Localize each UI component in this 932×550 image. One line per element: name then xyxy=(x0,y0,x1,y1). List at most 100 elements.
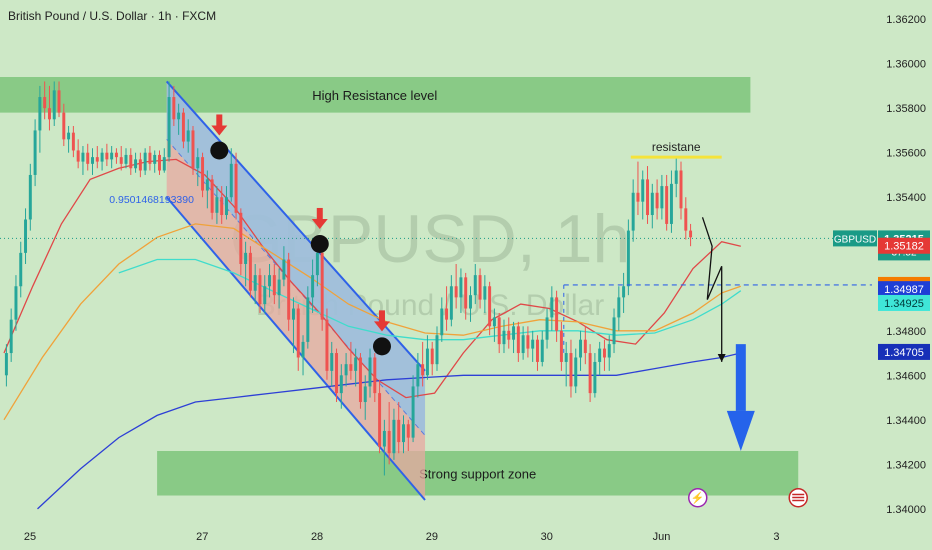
candle-body xyxy=(449,286,453,320)
candle xyxy=(100,148,104,171)
candle xyxy=(119,146,123,171)
candle xyxy=(172,85,176,126)
candle xyxy=(57,81,61,118)
candle-body xyxy=(397,419,401,443)
annotations-layer: resistane ⚡ xyxy=(0,114,872,508)
candle xyxy=(162,148,166,173)
candle-body xyxy=(555,297,559,331)
candle-body xyxy=(272,275,276,296)
candle-body xyxy=(488,286,492,327)
candle-body xyxy=(406,424,410,438)
candle-body xyxy=(411,386,415,438)
candle xyxy=(143,148,147,175)
candle-body xyxy=(602,348,606,358)
candle xyxy=(296,304,300,371)
y-tick-label: 1.34000 xyxy=(886,504,926,516)
candle xyxy=(38,85,42,153)
candle xyxy=(650,183,654,229)
candle xyxy=(617,286,621,331)
candle xyxy=(402,415,405,454)
badge-price: 1.34705 xyxy=(884,347,924,359)
candle-body xyxy=(478,275,482,300)
badge-price-bg xyxy=(878,237,930,254)
candle xyxy=(258,268,262,313)
candle-body xyxy=(339,375,343,394)
candle xyxy=(205,170,209,209)
candle-body xyxy=(641,179,645,202)
candle-body xyxy=(95,157,99,162)
candle xyxy=(689,223,693,247)
candle-body xyxy=(196,157,200,169)
candle xyxy=(445,286,449,331)
candle xyxy=(512,321,516,354)
candle xyxy=(569,339,573,398)
x-tick-label: 29 xyxy=(426,531,438,543)
candle xyxy=(210,174,214,220)
candle xyxy=(535,335,539,371)
projection-path xyxy=(701,217,723,362)
zone-label-0: High Resistance level xyxy=(312,88,437,103)
candle xyxy=(301,335,305,376)
candle-body xyxy=(287,259,291,320)
candle-body xyxy=(291,308,295,320)
candle xyxy=(492,308,496,342)
candle-body xyxy=(588,353,592,394)
candle-body xyxy=(57,90,61,113)
candle xyxy=(167,81,171,162)
x-tick-label: Jun xyxy=(653,531,671,543)
candle-body xyxy=(583,339,587,354)
candle xyxy=(598,341,602,376)
candle xyxy=(181,108,185,149)
candle xyxy=(626,219,630,296)
candle xyxy=(105,143,109,167)
candle-body xyxy=(325,319,329,371)
y-tick-label: 1.35600 xyxy=(886,148,926,160)
candle-body xyxy=(148,152,152,164)
candle-body xyxy=(162,157,166,171)
candle xyxy=(196,148,200,187)
candle-body xyxy=(9,319,13,354)
candle-body xyxy=(387,430,391,454)
candle xyxy=(583,326,587,365)
candle-body xyxy=(684,208,688,231)
candle xyxy=(454,264,458,309)
candle xyxy=(268,264,272,298)
candle-body xyxy=(636,192,640,202)
candle xyxy=(43,81,47,120)
candle xyxy=(631,179,635,242)
candle-body xyxy=(134,159,138,169)
x-tick-label: 3 xyxy=(773,531,779,543)
candle-body xyxy=(153,154,157,164)
candle-body xyxy=(119,157,123,164)
candle-body xyxy=(311,275,315,298)
candle xyxy=(95,146,99,169)
candle xyxy=(81,146,85,175)
candle-body xyxy=(167,97,171,158)
candle-body xyxy=(143,152,147,171)
candle-body xyxy=(215,197,219,213)
candle-body xyxy=(81,152,85,162)
candle-body xyxy=(564,353,568,362)
candle-body xyxy=(229,163,233,198)
candle xyxy=(531,330,535,362)
candle-body xyxy=(416,364,420,387)
candle xyxy=(459,268,463,313)
candle-body xyxy=(181,112,185,142)
channel-bottom-line xyxy=(165,196,426,501)
touch-arrow-stem-2 xyxy=(378,310,385,323)
price-badge-5: 1.34705 xyxy=(878,343,930,360)
candle xyxy=(339,364,343,409)
candle-body xyxy=(62,112,66,140)
touch-arrow-head-1 xyxy=(311,218,328,229)
x-tick-label: 27 xyxy=(196,531,208,543)
candle xyxy=(124,148,128,169)
y-tick-label: 1.34600 xyxy=(886,370,926,382)
candle xyxy=(354,348,358,387)
touch-arrow-stem-0 xyxy=(216,114,223,127)
candle-body xyxy=(38,97,42,131)
candle xyxy=(263,275,267,313)
candle-body xyxy=(497,317,501,345)
candle-body xyxy=(660,186,664,209)
